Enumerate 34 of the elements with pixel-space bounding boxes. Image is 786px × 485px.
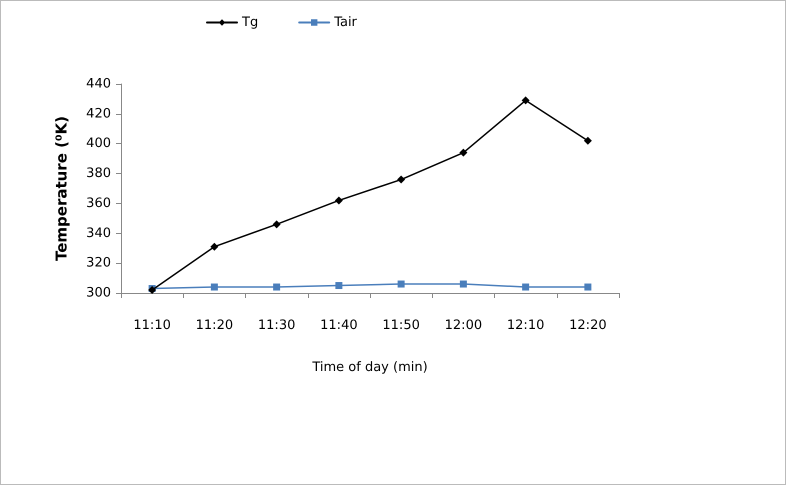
legend-label: Tair: [333, 15, 358, 30]
point: [459, 148, 468, 157]
y-tick-label: 420: [86, 106, 111, 122]
point: [273, 284, 280, 291]
point: [398, 280, 405, 288]
point: [210, 284, 218, 291]
y-tick-label: 300: [86, 286, 111, 300]
y-tick-label: 320: [86, 256, 111, 271]
point: [460, 280, 467, 288]
x-tick-label: 11:30: [258, 318, 296, 333]
x-tick-label: 12:20: [569, 318, 607, 333]
point: [210, 242, 218, 251]
x-axis-title: Time of day (min): [311, 360, 428, 375]
point: [397, 176, 406, 184]
x-tick-label: 11:10: [133, 318, 171, 333]
x-tick-label: 12:00: [444, 318, 482, 333]
legend-label: Tg: [241, 15, 258, 30]
point: [584, 284, 592, 291]
point: [584, 136, 592, 145]
y-tick-label: 400: [86, 136, 111, 152]
x-tick-label: 11:20: [196, 318, 234, 333]
x-tick-label: 12:10: [506, 318, 544, 333]
x-tick-label: 11:40: [320, 318, 358, 333]
y-tick-label: 380: [86, 166, 111, 182]
point: [335, 282, 342, 290]
y-tick-label: 360: [86, 196, 111, 211]
point: [522, 284, 530, 291]
x-tick-label: 11:50: [382, 318, 420, 333]
y-tick-label: 340: [86, 226, 111, 241]
point: [522, 96, 530, 104]
y-axis-title: Temperature (⁰K): [52, 116, 70, 262]
point: [272, 220, 281, 228]
point: [334, 196, 343, 204]
y-tick-label: 440: [86, 76, 111, 92]
